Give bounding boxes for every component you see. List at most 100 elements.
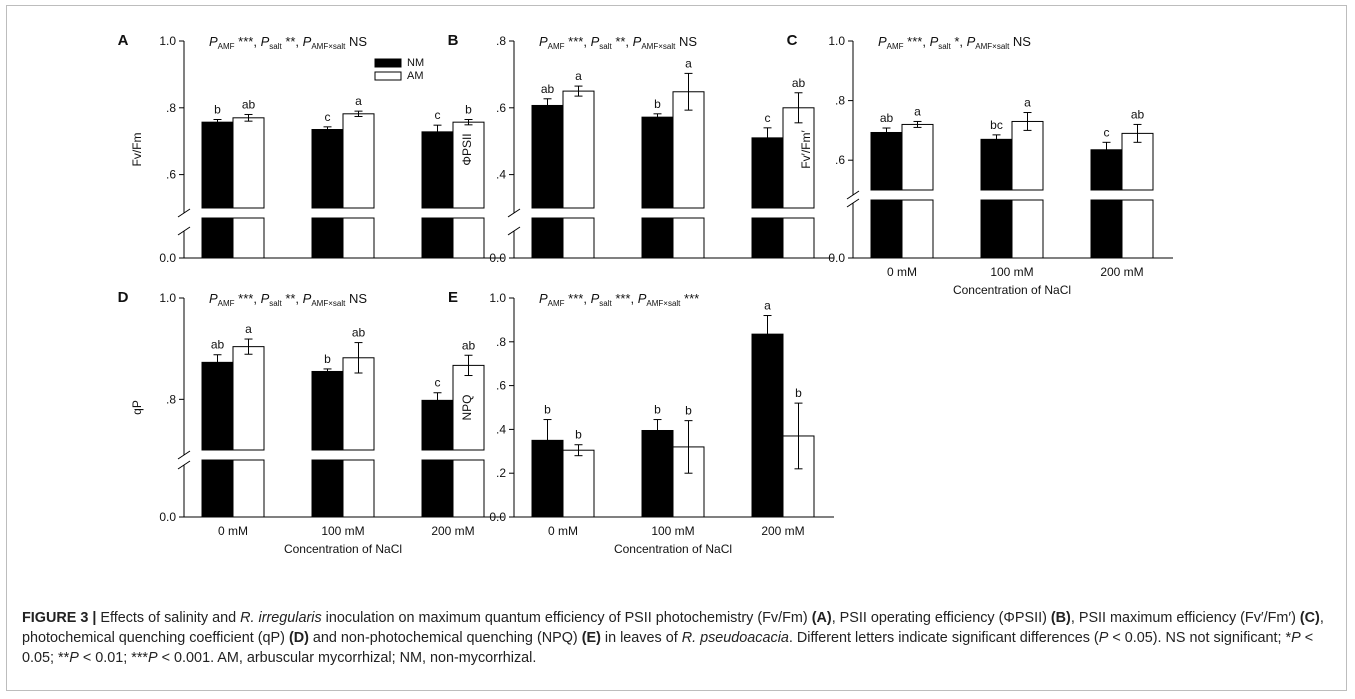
stats-subscript: salt [599,299,612,308]
bar-am [452,364,485,451]
y-tick-label: 0.0 [828,251,845,265]
stats-significance: ***, [612,291,638,306]
stats-subscript: AMF [887,42,904,51]
y-tick-label: .8 [835,94,845,108]
stats-p: P [261,34,270,49]
bar-lower-nm [421,459,454,518]
significance-letter: a [355,94,362,108]
significance-letter: a [575,69,582,83]
stats-significance: ***, [565,291,591,306]
bar-lower-am [452,217,485,259]
bar-lower-am [672,217,705,259]
stats-significance: **, [282,34,303,49]
stats-significance: **, [612,34,633,49]
bar-nm [980,138,1013,191]
x-axis-label: Concentration of NaCl [284,542,402,556]
caption-segment: (C) [1299,610,1320,626]
bar-nm [641,429,674,518]
y-tick-label: 1.0 [159,34,176,48]
axis-break-mark [177,226,191,236]
stats-p: P [638,291,647,306]
category-label: 200 mM [761,524,804,538]
stats-p: P [967,34,976,49]
stats-annotation: PAMF ***, Psalt **, PAMF×salt NS [209,34,367,51]
bar-nm [751,333,784,518]
caption-segment: (A) [811,610,832,626]
category-label: 0 mM [218,524,248,538]
stats-annotation: PAMF ***, Psalt **, PAMF×salt NS [539,34,697,51]
stats-subscript: AMF×salt [311,299,346,308]
stats-subscript: AMF×salt [646,299,681,308]
bar-lower-am [342,217,375,259]
caption-segment: R. irregularis [240,610,322,626]
bar-lower-am [901,199,934,259]
caption-segment: < 0.05; ** [22,630,1314,666]
significance-letter: a [764,299,771,313]
bar-lower-nm [201,459,234,518]
stats-p: P [303,291,312,306]
bar-lower-am [562,217,595,259]
bar-lower-nm [641,217,674,259]
y-tick-label: .8 [496,34,506,48]
bar-lower-nm [421,217,454,259]
legend-swatch-am [374,71,402,81]
panel-c: .6.81.00.0Fv′/Fm′C PAMF ***, Psalt *, PAM… [787,32,1173,297]
axis-break-mark [846,190,860,200]
y-axis-label: qP [130,400,144,415]
y-tick-label: .4 [496,168,506,182]
significance-letter: c [1104,125,1110,139]
y-tick-label: .8 [166,101,176,115]
bar-am [342,113,375,209]
caption-segment: < 0.05). NS not significant; * [1108,630,1292,646]
stats-subscript: AMF [218,42,235,51]
significance-letter: c [435,376,441,390]
significance-letter: b [685,404,692,418]
y-tick-label: .2 [496,466,506,480]
y-tick-label: 0.0 [489,251,506,265]
bar-nm [751,137,784,209]
category-label: 100 mM [990,265,1033,279]
significance-letter: ab [792,76,806,90]
caption-segment: P [69,650,79,666]
significance-letter: b [654,97,661,111]
caption-segment: (E) [581,630,601,646]
significance-letter: b [214,102,221,116]
significance-letter: b [544,403,551,417]
y-tick-label: 0.0 [489,510,506,524]
caption-segment: (D) [288,630,309,646]
category-label: 200 mM [1100,265,1143,279]
significance-letter: c [435,108,441,122]
bar-lower-nm [751,217,784,259]
bar-lower-am [232,217,265,259]
bar-nm [421,131,454,209]
y-tick-label: 0.0 [159,510,176,524]
stats-subscript: salt [269,42,282,51]
stats-subscript: salt [938,42,951,51]
y-axis-label: NPQ [460,394,474,420]
caption-segment: R. pseudoacacia [681,630,789,646]
bar-lower-nm [1090,199,1123,259]
axis-break-mark [846,198,860,208]
bar-lower-nm [980,199,1013,259]
y-tick-label: 1.0 [828,34,845,48]
panel-letter: B [448,32,459,49]
stats-subscript: AMF [548,42,565,51]
stats-p: P [539,34,548,49]
y-tick-label: .6 [496,379,506,393]
stats-annotation: PAMF ***, Psalt *, PAMF×salt NS [878,34,1031,51]
stats-annotation: PAMF ***, Psalt ***, PAMF×salt *** [539,291,699,308]
significance-letter: b [324,352,331,366]
stats-significance: ***, [904,34,930,49]
bar-am [232,117,265,209]
stats-p: P [261,291,270,306]
significance-letter: ab [462,338,476,352]
stats-p: P [633,34,642,49]
stats-significance: *, [951,34,967,49]
bar-am [452,121,485,209]
stats-significance: NS [345,291,367,306]
y-axis-label: Fv/Fm [130,133,144,167]
significance-letter: ab [352,326,366,340]
y-tick-label: .8 [166,392,176,406]
bar-nm [201,361,234,451]
